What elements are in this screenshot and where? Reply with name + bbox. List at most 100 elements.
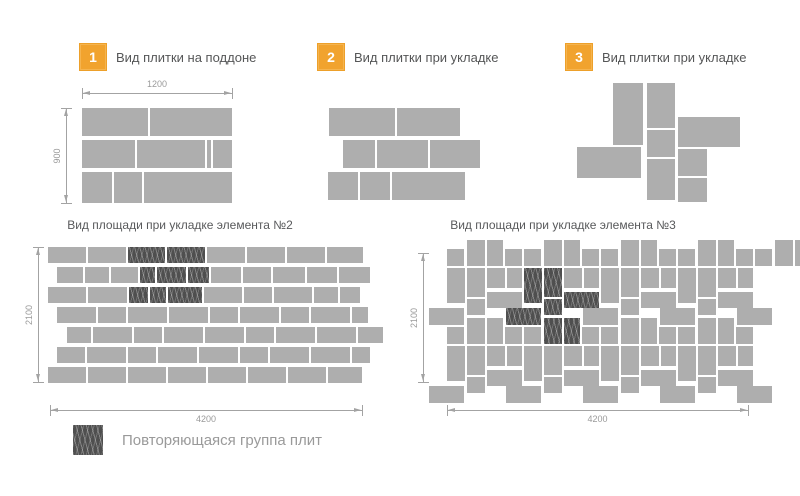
tile	[429, 308, 464, 325]
tile	[340, 287, 360, 303]
tile	[111, 267, 138, 283]
tile	[678, 249, 695, 266]
dimension-tick	[33, 382, 44, 383]
repeat-group-tile	[167, 247, 205, 263]
repeat-group-tile	[140, 267, 155, 283]
tile	[48, 367, 86, 383]
dimension-arrow	[36, 248, 40, 255]
tile	[487, 292, 522, 308]
tile	[93, 327, 132, 343]
dimension-arrow	[36, 374, 40, 381]
tile	[737, 386, 772, 403]
tile	[577, 147, 641, 178]
tile	[506, 386, 541, 403]
tile	[164, 327, 203, 343]
tile	[621, 299, 639, 315]
tile	[601, 268, 619, 303]
dimension-tick	[362, 405, 363, 416]
tile	[467, 346, 485, 375]
dimension-tick	[61, 108, 72, 109]
tile	[641, 240, 657, 266]
tile	[641, 268, 659, 288]
tile	[447, 346, 465, 381]
tile	[207, 247, 245, 263]
tile	[328, 367, 362, 383]
legend-label: Повторяющаяся группа плит	[122, 432, 322, 449]
tile	[352, 347, 370, 363]
tile	[564, 346, 582, 366]
tile	[467, 240, 485, 266]
tile	[737, 308, 772, 325]
tile	[582, 249, 599, 266]
dimension-tick	[447, 405, 448, 416]
dimension-line	[38, 247, 39, 382]
dimension-arrow	[448, 408, 455, 412]
tile	[564, 370, 599, 386]
tile	[128, 307, 167, 323]
tile	[647, 159, 675, 200]
tile	[158, 347, 197, 363]
tile	[447, 268, 465, 303]
tile	[114, 172, 142, 203]
dimension-tick	[82, 88, 83, 99]
tile	[430, 140, 480, 168]
tile	[641, 292, 676, 308]
tile	[507, 268, 522, 288]
tile	[698, 240, 716, 266]
tile	[429, 386, 464, 403]
tile	[48, 247, 86, 263]
tile	[358, 327, 383, 343]
tile	[775, 240, 793, 266]
tile	[88, 367, 126, 383]
tile	[48, 287, 86, 303]
dimension-label: 2100	[24, 304, 34, 325]
tile	[487, 240, 503, 266]
tile	[698, 299, 716, 315]
tile	[524, 346, 542, 381]
tile	[621, 346, 639, 375]
tile	[57, 267, 83, 283]
dimension-arrow	[421, 254, 425, 261]
tile	[360, 172, 390, 200]
tile	[718, 370, 753, 386]
tile	[487, 268, 505, 288]
dimension-tick	[748, 405, 749, 416]
tile	[601, 327, 618, 344]
dimension-arrow	[83, 91, 90, 95]
repeat-group-tile	[524, 268, 542, 303]
tile	[641, 370, 676, 386]
tile	[487, 318, 503, 344]
dimension-tick	[418, 253, 429, 254]
tile	[524, 249, 541, 266]
tile	[795, 240, 800, 266]
tile	[678, 178, 707, 202]
tile	[698, 346, 716, 375]
tile	[57, 307, 96, 323]
tile	[87, 347, 126, 363]
tile	[641, 346, 659, 366]
tile	[273, 267, 305, 283]
dimension-line	[447, 410, 748, 411]
repeat-group-tile	[128, 247, 165, 263]
dimension-tick	[33, 247, 44, 248]
tile	[647, 83, 675, 128]
badge-1-number: 1	[89, 49, 97, 65]
tile	[678, 117, 740, 147]
dimension-line	[82, 93, 232, 94]
dimension-arrow	[64, 195, 68, 202]
dimension-tick	[418, 382, 429, 383]
tile	[678, 346, 696, 381]
tile	[213, 140, 232, 168]
repeat-group-tile	[150, 287, 166, 303]
tile	[583, 308, 618, 325]
tile	[128, 347, 156, 363]
tile	[276, 327, 315, 343]
tile	[329, 108, 395, 136]
tile	[678, 149, 707, 176]
badge-1-label: Вид плитки на поддоне	[116, 49, 257, 65]
tile	[244, 287, 272, 303]
repeat-group-tile	[544, 268, 562, 297]
tile	[169, 307, 208, 323]
dimension-arrow	[51, 408, 58, 412]
tile	[718, 318, 734, 344]
